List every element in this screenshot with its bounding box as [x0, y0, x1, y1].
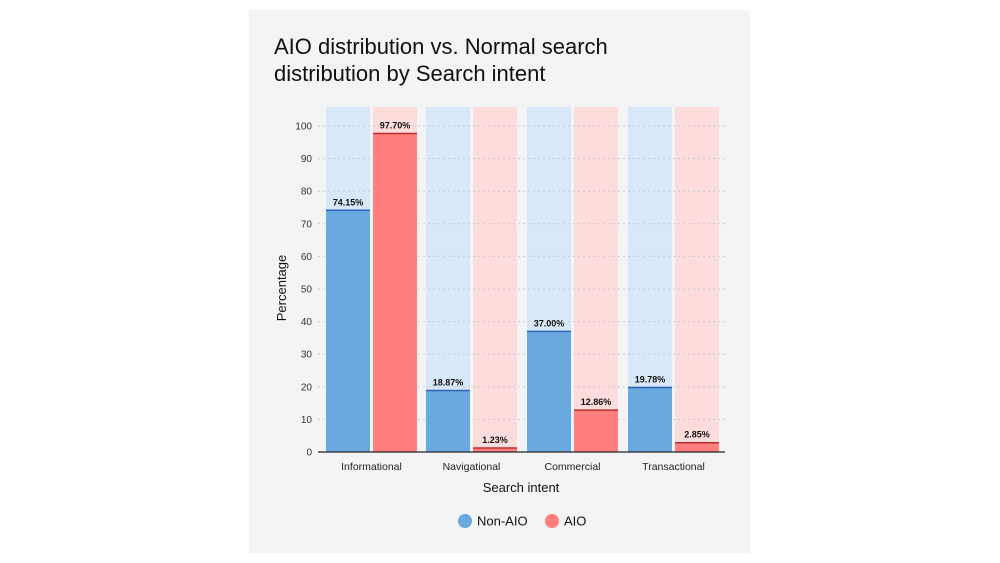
chart-title: AIO distribution vs. Normal search distr…: [274, 33, 734, 87]
chart-title-line-1: AIO distribution vs. Normal search: [274, 34, 608, 59]
y-tick-label: 20: [301, 382, 313, 393]
data-label: 37.00%: [534, 318, 565, 328]
y-tick-label: 60: [301, 252, 313, 263]
data-label: 19.78%: [635, 375, 666, 385]
y-tick-label: 80: [301, 187, 313, 198]
bar-aio-informational: [373, 133, 417, 453]
x-tick-label: Informational: [341, 461, 402, 473]
y-tick-label: 70: [301, 219, 313, 230]
column-background: [675, 107, 719, 452]
y-tick-label: 30: [301, 350, 313, 361]
y-tick-label: 100: [295, 122, 312, 133]
legend-swatch-aio: [545, 514, 559, 528]
column-background: [574, 107, 618, 452]
y-axis-title: Percentage: [274, 255, 289, 322]
data-label: 74.15%: [333, 197, 364, 207]
y-tick-label: 90: [301, 154, 313, 165]
bar-non-aio-commercial: [527, 331, 571, 452]
column-background: [473, 107, 517, 452]
data-label: 1.23%: [482, 435, 508, 445]
y-tick-label: 50: [301, 285, 313, 296]
data-label: 97.70%: [380, 120, 411, 130]
x-tick-label: Navigational: [443, 461, 501, 473]
x-tick-label: Transactional: [642, 461, 705, 473]
bar-non-aio-navigational: [426, 390, 470, 452]
legend-label-aio: AIO: [564, 514, 586, 529]
bar-non-aio-transactional: [628, 387, 672, 452]
data-label: 12.86%: [581, 397, 612, 407]
y-tick-label: 40: [301, 317, 313, 328]
bar-aio-commercial: [574, 410, 618, 452]
x-axis-title: Search intent: [483, 480, 560, 495]
bar-non-aio-informational: [326, 210, 370, 452]
legend-swatch-non-aio: [458, 514, 472, 528]
y-tick-label: 0: [306, 448, 312, 459]
x-tick-label: Commercial: [544, 461, 600, 473]
data-label: 18.87%: [433, 377, 464, 387]
bar-aio-navigational: [473, 447, 517, 452]
legend-label-non-aio: Non-AIO: [477, 514, 528, 529]
y-tick-label: 10: [301, 415, 313, 426]
bar-aio-transactional: [675, 442, 719, 452]
chart-title-line-2: distribution by Search intent: [274, 61, 546, 86]
data-label: 2.85%: [684, 430, 710, 440]
